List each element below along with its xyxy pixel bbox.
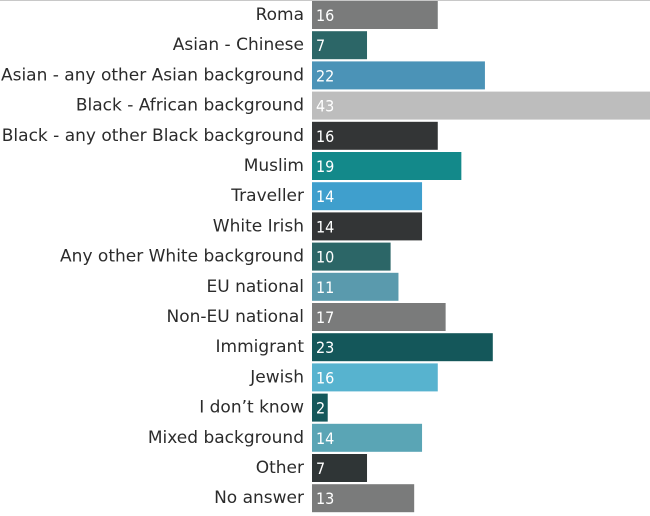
bar-row: I don’t know 2 (199, 393, 328, 422)
bar (312, 182, 423, 211)
value-label: 16 (316, 127, 334, 146)
bar-row: Mixed background 14 (148, 423, 423, 452)
bar-row: Immigrant 23 (216, 333, 493, 362)
bar (312, 272, 399, 301)
bar-row: No answer 13 (214, 484, 415, 513)
bar-row: Roma 16 (256, 1, 438, 29)
value-label: 17 (316, 308, 334, 327)
category-label: Traveller (230, 186, 304, 206)
bar (312, 333, 493, 362)
bar (312, 61, 485, 90)
value-label: 14 (316, 217, 334, 236)
category-label: Black - African background (76, 96, 304, 116)
bar-row: Asian - Chinese 7 (173, 31, 368, 60)
bar-row: Black - any other Black background 16 (2, 121, 438, 150)
value-label: 7 (316, 459, 325, 478)
category-label: Asian - Chinese (173, 35, 304, 55)
bar (312, 31, 368, 60)
value-label: 2 (316, 399, 325, 418)
bar (312, 454, 368, 482)
value-label: 43 (316, 97, 334, 116)
value-label: 13 (316, 489, 334, 508)
bar (312, 121, 438, 150)
value-label: 10 (316, 248, 334, 267)
category-label: Immigrant (216, 337, 305, 357)
category-label: No answer (214, 488, 304, 508)
value-label: 11 (316, 278, 334, 297)
bar (312, 152, 462, 180)
value-label: 14 (316, 187, 334, 206)
bar-row: Any other White background 10 (60, 242, 391, 271)
bar-row: Traveller 14 (230, 182, 423, 211)
value-label: 16 (316, 6, 334, 25)
value-label: 14 (316, 429, 334, 448)
bar-row: White Irish 14 (213, 212, 423, 241)
bar (312, 484, 415, 513)
category-label: Roma (256, 5, 304, 25)
category-label: Mixed background (148, 428, 304, 448)
category-label: Black - any other Black background (2, 126, 304, 146)
category-label: I don’t know (199, 398, 304, 418)
bar-row: Other 7 (256, 454, 368, 482)
category-label: Muslim (244, 156, 304, 176)
value-label: 19 (316, 157, 334, 176)
bar-row: Muslim 19 (244, 152, 462, 180)
bar (312, 303, 446, 331)
bar (312, 91, 650, 120)
value-label: 23 (316, 338, 334, 357)
bar (312, 393, 328, 422)
category-label: Asian - any other Asian background (1, 65, 304, 85)
category-label: Any other White background (60, 247, 304, 267)
bar (312, 423, 423, 452)
bar-row: Jewish 16 (249, 363, 438, 392)
bar-row: EU national 11 (207, 272, 399, 301)
bar-row: Non-EU national 17 (166, 303, 446, 331)
value-label: 16 (316, 368, 334, 387)
bar-row: Black - African background 43 (76, 91, 650, 120)
value-label: 7 (316, 36, 325, 55)
bar (312, 1, 438, 29)
category-label: White Irish (213, 216, 304, 236)
bar (312, 242, 391, 271)
category-label: Jewish (249, 367, 304, 387)
bar-row: Asian - any other Asian background 22 (1, 61, 485, 90)
bar (312, 212, 423, 241)
category-label: EU national (207, 277, 304, 297)
category-label: Other (256, 458, 304, 478)
bar (312, 363, 438, 392)
category-label: Non-EU national (166, 307, 304, 327)
value-label: 22 (316, 66, 334, 85)
